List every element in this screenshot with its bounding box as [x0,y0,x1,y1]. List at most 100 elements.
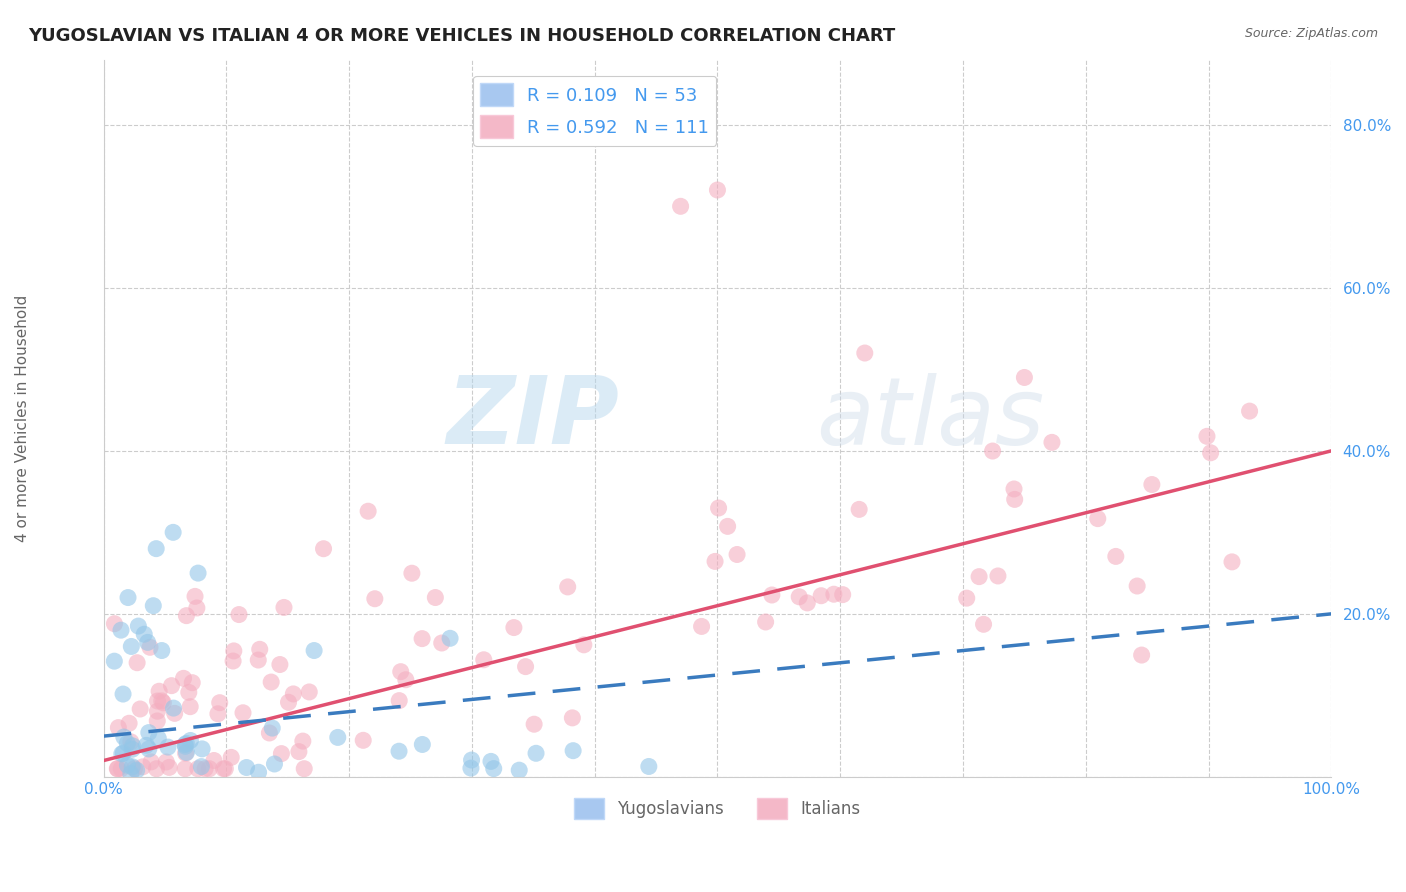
Point [138,725,160,739]
Point [152,696,174,710]
Point [302,643,325,657]
Point [117,736,139,750]
Point [388,744,411,758]
Point [364,591,387,606]
Point [1002,482,1025,496]
Point [430,636,453,650]
Point [787,590,810,604]
Point [124,762,146,776]
Point [179,733,201,747]
Point [269,657,291,672]
Point [127,656,149,670]
Point [1014,370,1036,384]
Point [181,675,204,690]
Point [125,764,148,778]
Point [561,711,583,725]
Point [262,721,284,735]
Point [725,548,748,562]
Point [524,747,547,761]
Point [277,695,299,709]
Point [107,762,129,776]
Point [138,742,160,756]
Point [117,758,139,772]
Point [482,762,505,776]
Point [112,687,135,701]
Point [105,762,128,776]
Text: ZIP: ZIP [446,372,619,464]
Point [156,740,179,755]
Point [690,619,713,633]
Point [184,590,207,604]
Point [136,635,159,649]
Point [523,717,546,731]
Point [425,591,447,605]
Point [1195,429,1218,443]
Point [973,617,995,632]
Point [219,750,242,764]
Y-axis label: 4 or more Vehicles in Household: 4 or more Vehicles in Household [15,294,30,541]
Point [121,742,143,756]
Legend: Yugoslavians, Italians: Yugoslavians, Italians [568,791,868,826]
Point [207,706,229,721]
Point [987,569,1010,583]
Point [326,731,349,745]
Point [176,736,198,750]
Point [176,608,198,623]
Point [129,702,152,716]
Point [208,696,231,710]
Point [148,684,170,698]
Point [292,762,315,776]
Point [288,745,311,759]
Point [1087,511,1109,525]
Point [357,504,380,518]
Point [572,638,595,652]
Point [174,738,197,752]
Point [283,687,305,701]
Point [141,755,163,769]
Point [249,642,271,657]
Point [562,744,585,758]
Point [222,644,245,658]
Point [1140,477,1163,491]
Point [110,623,132,637]
Point [460,753,482,767]
Point [146,694,169,708]
Point [120,735,142,749]
Point [134,627,156,641]
Point [191,742,214,756]
Point [981,444,1004,458]
Point [202,754,225,768]
Point [439,632,461,646]
Point [761,588,783,602]
Point [139,640,162,655]
Point [162,525,184,540]
Point [121,760,143,774]
Point [503,621,526,635]
Point [472,653,495,667]
Point [1130,648,1153,662]
Point [127,619,149,633]
Point [235,760,257,774]
Point [198,762,221,776]
Point [190,759,212,773]
Point [270,747,292,761]
Point [796,596,818,610]
Point [174,739,197,754]
Point [135,739,157,753]
Point [214,762,236,776]
Point [291,734,314,748]
Point [103,654,125,668]
Point [1239,404,1261,418]
Point [388,693,411,707]
Point [669,199,692,213]
Point [395,673,418,687]
Point [177,685,200,699]
Point [174,746,197,760]
Point [247,653,270,667]
Point [186,601,208,615]
Point [228,607,250,622]
Point [145,762,167,776]
Point [1199,446,1222,460]
Point [411,632,433,646]
Point [298,685,321,699]
